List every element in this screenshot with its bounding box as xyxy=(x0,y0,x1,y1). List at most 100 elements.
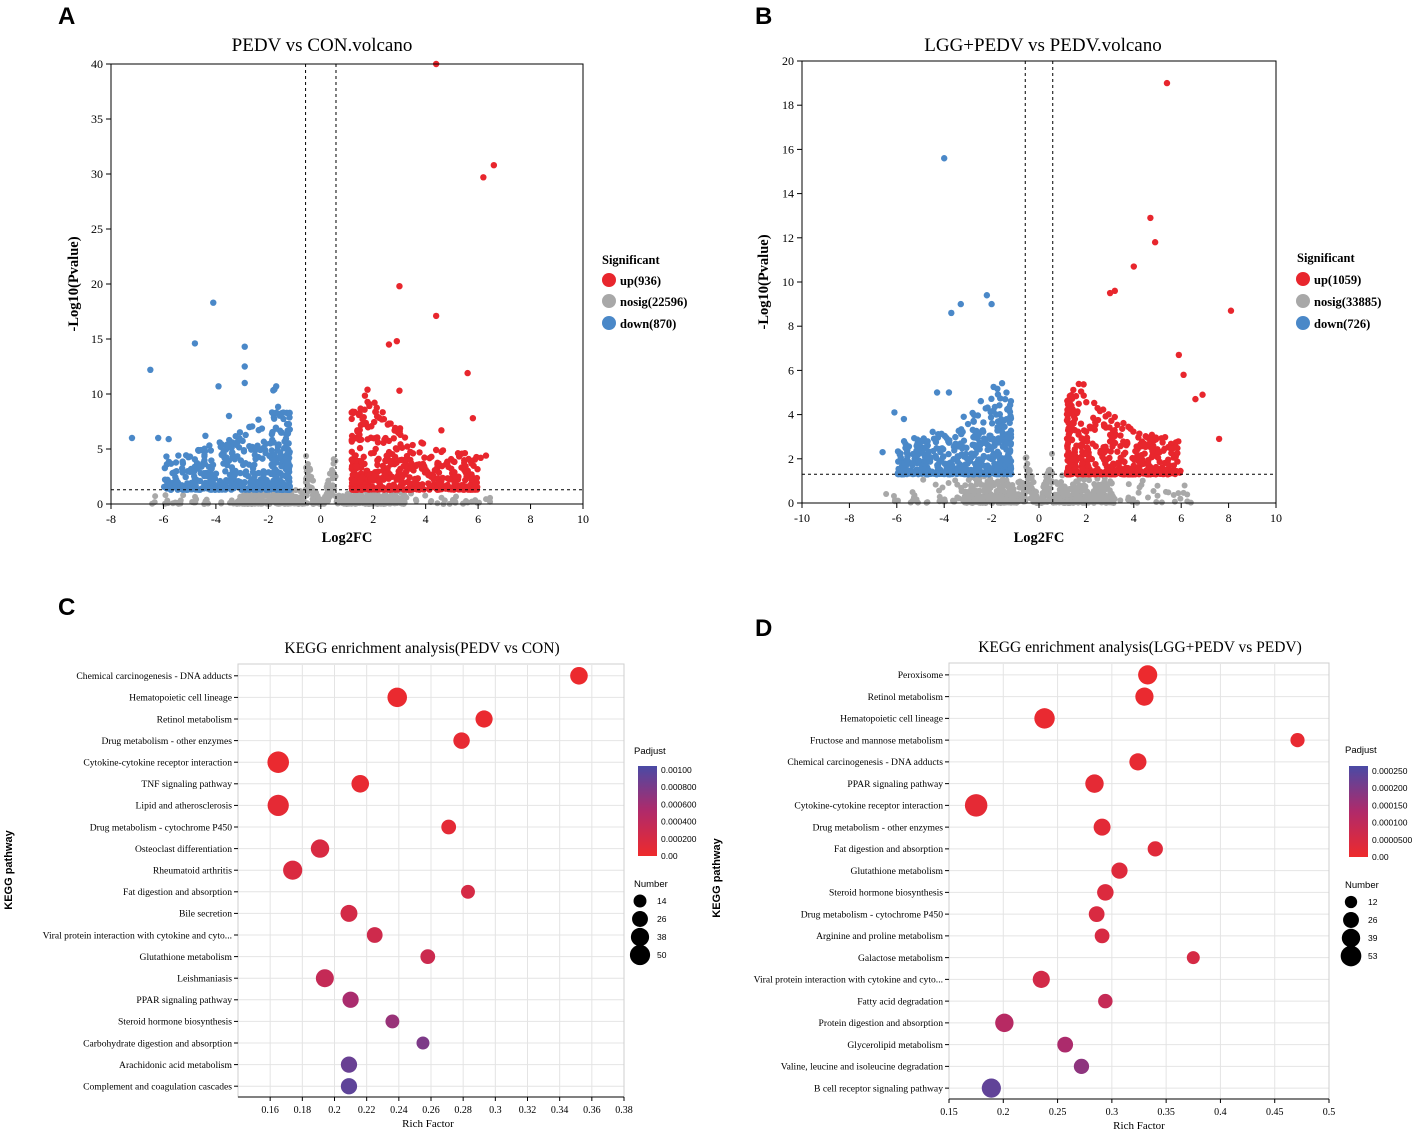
up-point xyxy=(359,474,366,481)
down-outlier-point xyxy=(900,415,908,423)
nosig-point xyxy=(325,477,332,484)
nosig-point xyxy=(303,465,310,472)
down-point xyxy=(1001,395,1009,403)
nosig-point xyxy=(412,496,419,503)
nosig-point xyxy=(270,498,277,505)
down-outlier-point xyxy=(948,309,955,317)
down-point xyxy=(917,465,925,473)
pathway-label: Arachidonic acid metabolism xyxy=(119,1060,232,1071)
pathway-label: Osteoclast differentiation xyxy=(135,844,232,855)
down-point xyxy=(963,454,970,462)
nosig-point xyxy=(238,493,245,500)
chart-a-up-points xyxy=(348,386,481,493)
up-point xyxy=(1092,419,1099,426)
pathway-label: Steroid hormone biosynthesis xyxy=(829,888,943,899)
up-point xyxy=(1141,450,1148,457)
nosig-point xyxy=(993,487,1000,494)
nosig-point xyxy=(1154,492,1161,499)
pathway-dot xyxy=(1111,862,1128,879)
up-point xyxy=(1083,398,1090,406)
down-point xyxy=(273,480,281,487)
pathway-dot xyxy=(964,794,988,817)
up-point xyxy=(393,446,401,453)
up-outlier-point xyxy=(1192,395,1199,403)
down-point xyxy=(186,468,194,476)
y-tick-label: 15 xyxy=(91,332,103,346)
down-point xyxy=(179,460,187,467)
x-tick-label: 0 xyxy=(318,512,324,526)
up-point xyxy=(468,460,475,467)
up-point xyxy=(1074,470,1082,477)
chart-c-gridlines xyxy=(238,665,625,1097)
nosig-point xyxy=(293,493,300,500)
nosig-point xyxy=(330,475,337,482)
down-point xyxy=(222,459,229,466)
chart-b-highlight-points xyxy=(879,79,1235,456)
pathway-label: Bile secretion xyxy=(179,909,232,920)
down-point xyxy=(260,444,267,452)
down-point xyxy=(984,446,991,454)
up-point xyxy=(451,458,458,466)
size-legend-dot xyxy=(1341,928,1361,948)
pathway-label: Glycerolipid metabolism xyxy=(847,1040,943,1051)
down-point xyxy=(904,446,911,454)
down-outlier-point xyxy=(202,432,209,439)
nosig-point xyxy=(487,498,494,505)
up-point xyxy=(1100,421,1108,428)
nosig-point xyxy=(1091,492,1098,499)
nosig-point xyxy=(292,487,299,494)
down-point xyxy=(165,458,173,466)
down-point xyxy=(260,472,267,479)
down-point xyxy=(284,430,292,437)
x-tick-label: -6 xyxy=(892,511,902,525)
up-point xyxy=(1152,434,1160,441)
x-tick-label: 0.22 xyxy=(358,1105,376,1116)
down-point xyxy=(996,411,1004,418)
up-point xyxy=(455,485,462,492)
down-point xyxy=(975,465,982,472)
up-outlier-point xyxy=(464,369,471,377)
down-point xyxy=(172,459,180,466)
up-point xyxy=(353,463,360,470)
up-point xyxy=(1117,442,1124,450)
down-outlier-point xyxy=(241,343,248,350)
down-point xyxy=(246,423,253,431)
nosig-point xyxy=(1081,476,1088,483)
up-point xyxy=(367,434,375,441)
up-point xyxy=(451,480,459,487)
y-tick-label: 6 xyxy=(788,363,794,377)
up-point xyxy=(365,400,373,408)
nosig-point xyxy=(1144,494,1151,501)
down-outlier-point xyxy=(917,437,924,445)
down-point xyxy=(270,468,278,475)
x-tick-label: 2 xyxy=(1083,511,1089,525)
nosig-point xyxy=(1048,450,1055,457)
up-outlier-point xyxy=(1130,263,1138,270)
up-point xyxy=(374,457,381,464)
nosig-point xyxy=(162,492,169,499)
nosig-point xyxy=(169,500,176,507)
up-outlier-point xyxy=(490,162,498,169)
kegg-chart-c: KEGG enrichment analysis(PEDV vs CON) Ch… xyxy=(3,640,697,1130)
up-point xyxy=(1125,423,1132,431)
panel-label-c: C xyxy=(58,594,75,621)
chart-a-y-axis-label: -Log10(Pvalue) xyxy=(66,236,82,331)
nosig-point xyxy=(434,500,441,507)
nosig-point xyxy=(1054,498,1061,505)
down-point xyxy=(230,484,238,492)
up-point xyxy=(1123,438,1131,446)
pathway-dot xyxy=(340,904,358,922)
up-point xyxy=(1102,443,1109,451)
pathway-label: Hematopoietic cell lineage xyxy=(129,693,232,704)
up-point xyxy=(1084,461,1091,468)
up-point xyxy=(407,465,415,472)
nosig-point xyxy=(302,479,309,486)
down-point xyxy=(1005,405,1013,412)
down-point xyxy=(929,428,936,436)
up-point xyxy=(1072,463,1080,470)
nosig-point xyxy=(1047,485,1054,492)
down-point xyxy=(999,431,1007,438)
pathway-dot xyxy=(995,1013,1014,1033)
up-point xyxy=(363,484,371,491)
nosig-point xyxy=(381,491,388,498)
